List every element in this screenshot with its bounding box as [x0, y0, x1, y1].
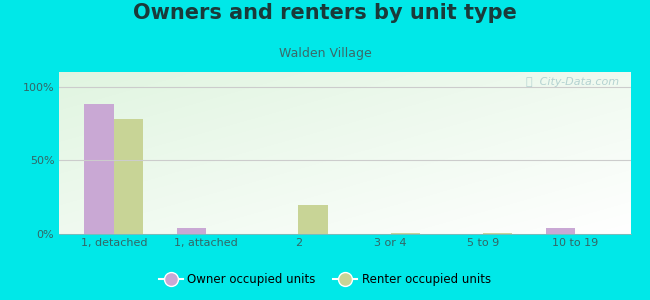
Legend: Owner occupied units, Renter occupied units: Owner occupied units, Renter occupied un…	[154, 269, 496, 291]
Text: Walden Village: Walden Village	[279, 46, 371, 59]
Bar	[391, 232, 420, 234]
Bar	[298, 205, 328, 234]
Bar	[545, 228, 575, 234]
Bar	[177, 228, 206, 234]
Bar	[483, 233, 512, 234]
Text: ⓘ  City-Data.com: ⓘ City-Data.com	[526, 77, 619, 87]
Bar	[114, 119, 144, 234]
Bar	[84, 104, 114, 234]
Text: Owners and renters by unit type: Owners and renters by unit type	[133, 3, 517, 23]
